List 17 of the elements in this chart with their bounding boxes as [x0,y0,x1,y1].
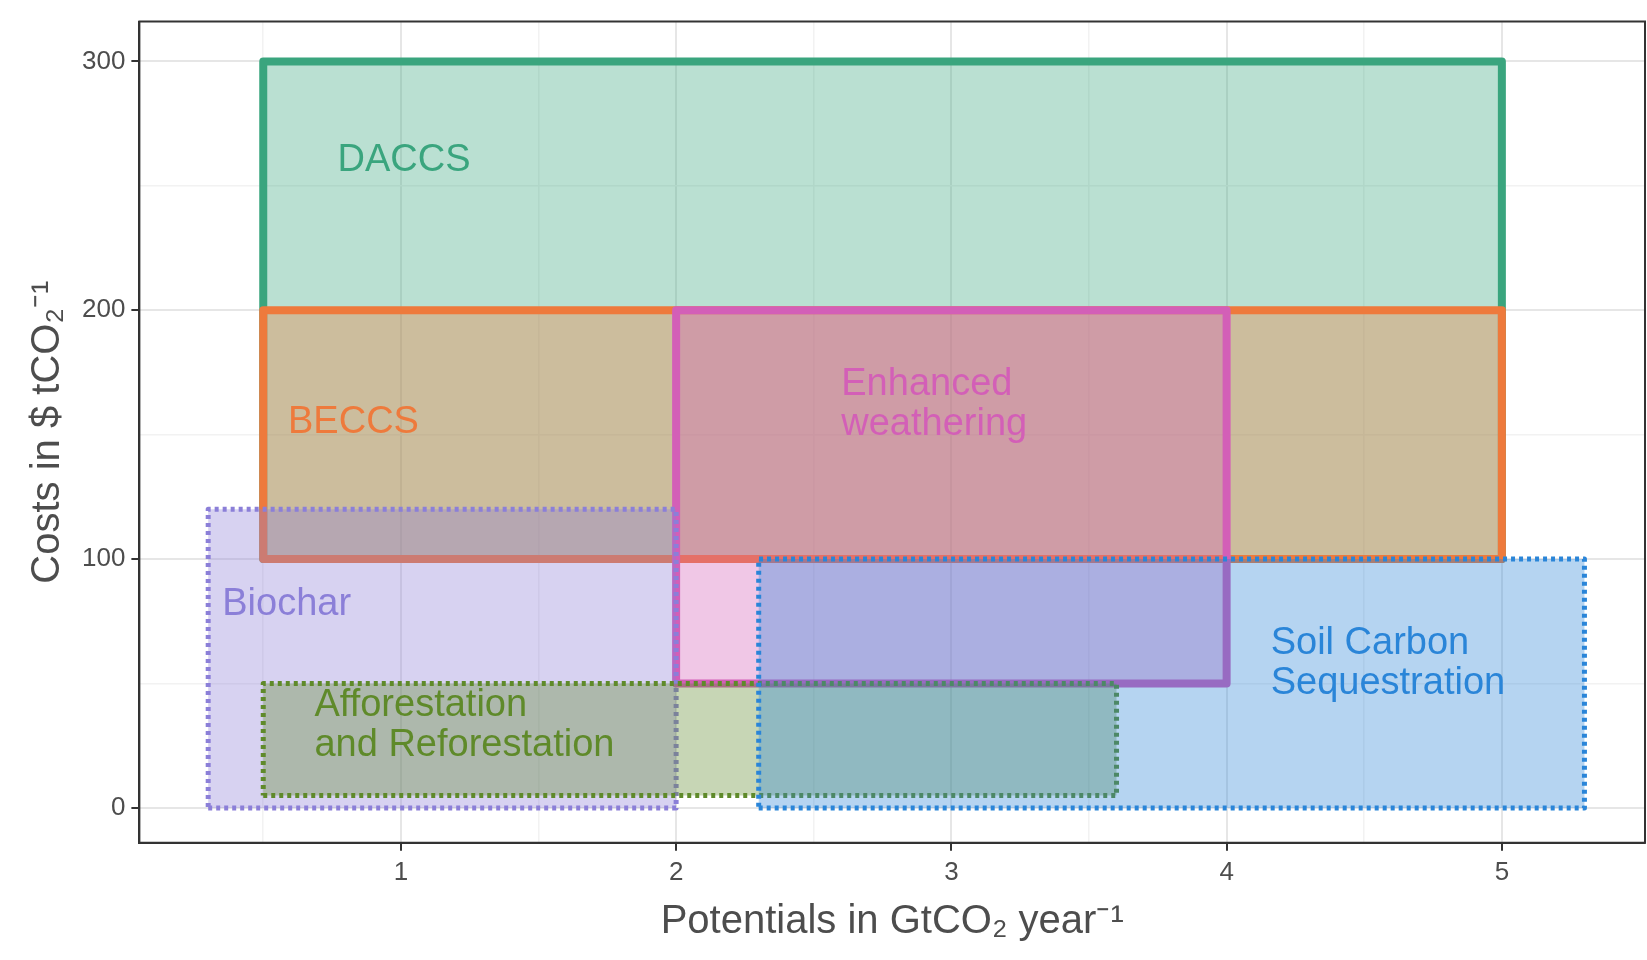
y-tick-label: 100 [81,542,126,573]
series-label: Biochar [222,581,352,624]
x-tick-label: 5 [1494,855,1510,886]
x-tick-label: 2 [668,855,684,886]
y-tick-label: 300 [81,44,126,75]
series-label: BECCS [288,398,419,441]
y-tick-label: 0 [110,791,126,822]
x-tick-label: 4 [1219,855,1234,886]
x-tick-label: 3 [944,855,959,886]
x-axis-title: Potentials in GtCO₂ year⁻¹ [660,897,1124,942]
y-tick-label: 200 [81,293,126,324]
y-axis-title: Costs in $ tCO₂⁻¹ [23,280,68,584]
series-label: DACCS [337,137,471,180]
series-label: Soil Carbon Sequestration [1270,620,1506,703]
x-tick-label: 1 [393,855,409,886]
series-label: Enhanced weathering [840,361,1028,444]
series-label: Afforestation and Reforestation [314,682,615,765]
